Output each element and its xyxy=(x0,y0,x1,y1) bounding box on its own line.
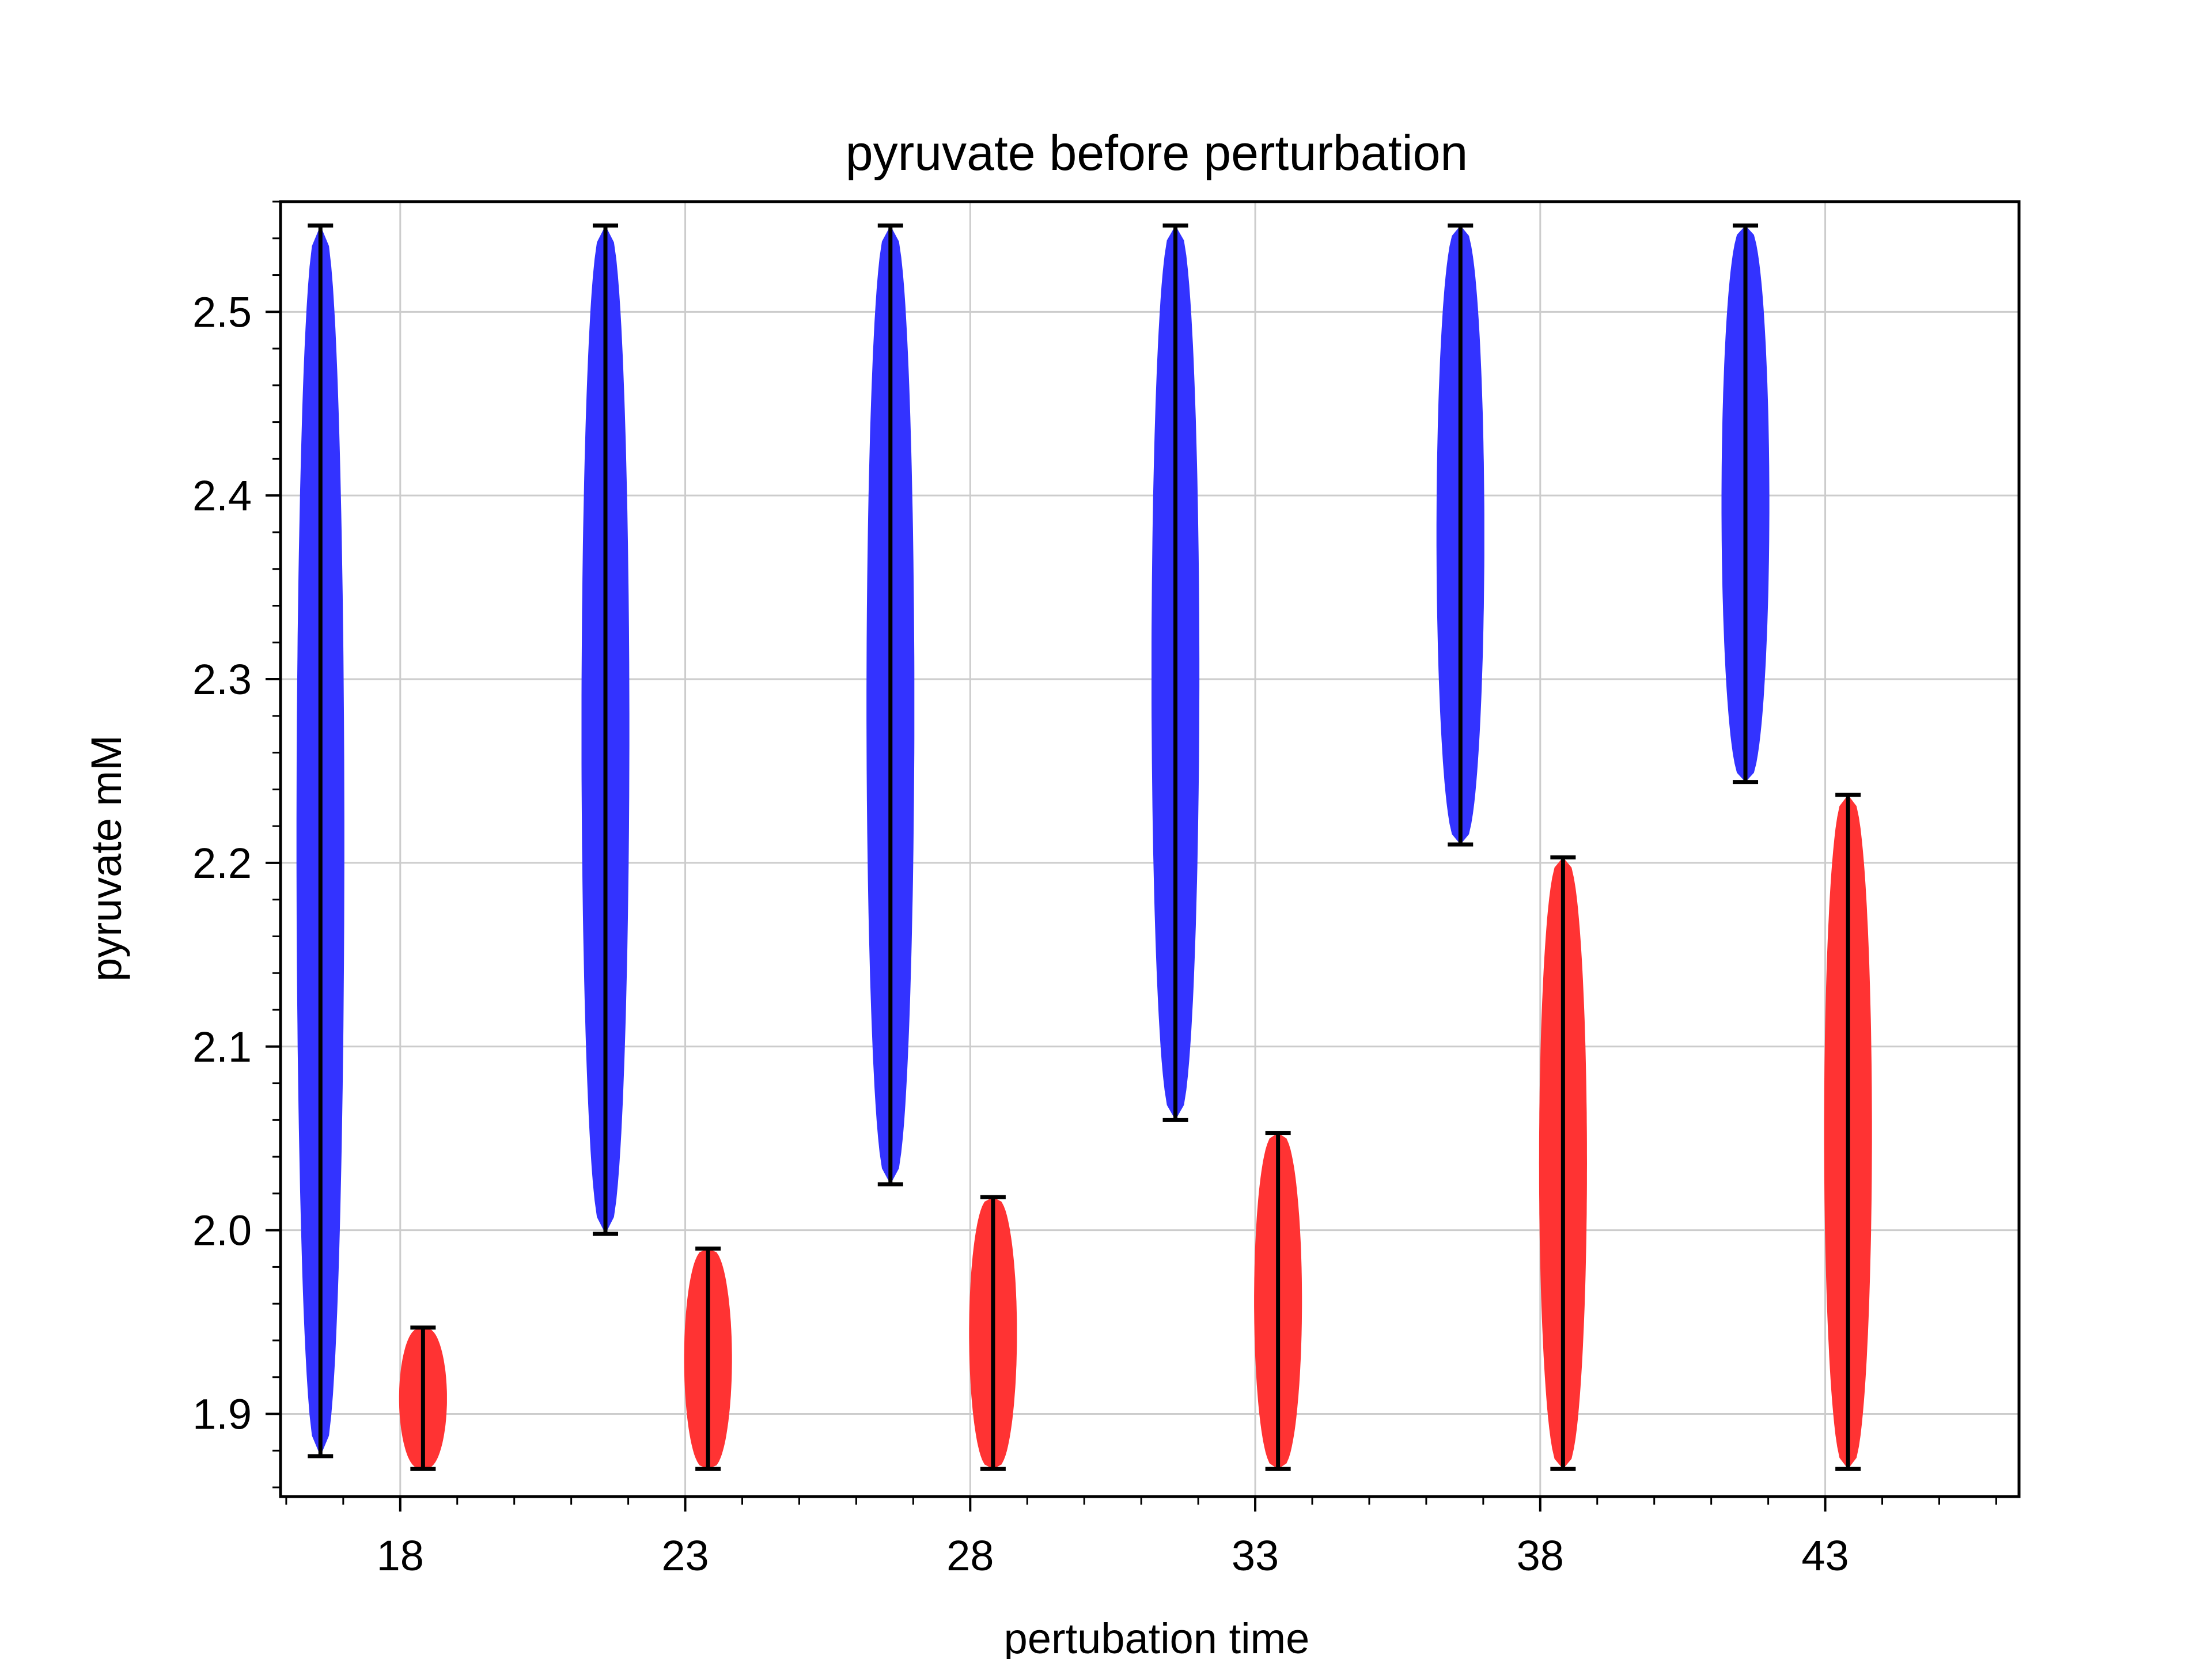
x-axis-label: pertubation time xyxy=(1004,1615,1310,1659)
ticks: 18 23 28 33 38 43 1.9 2.0 2.1 2.2 2.3 2.4 2.5 xyxy=(192,200,1997,1580)
y-tick-label: 2.4 xyxy=(192,472,252,520)
x-tick-label: 28 xyxy=(946,1532,994,1580)
x-tick-label: 18 xyxy=(377,1532,424,1580)
y-tick-label: 2.5 xyxy=(192,288,252,336)
y-tick-label: 1.9 xyxy=(192,1391,252,1438)
axes xyxy=(279,200,2021,1498)
y-tick-label: 2.3 xyxy=(192,656,252,703)
x-tick-label: 38 xyxy=(1517,1532,1564,1580)
y-tick-label: 2.0 xyxy=(192,1207,252,1255)
chart-title: pyruvate before perturbation xyxy=(846,126,1468,181)
violins xyxy=(296,223,1872,1471)
plot-frame xyxy=(279,200,2021,1498)
x-tick-label: 23 xyxy=(661,1532,709,1580)
x-tick-label: 43 xyxy=(1801,1532,1849,1580)
y-tick-label: 2.2 xyxy=(192,839,252,887)
y-tick-label: 2.1 xyxy=(192,1023,252,1071)
x-tick-label: 33 xyxy=(1232,1532,1279,1580)
y-axis-label: pyruvate mM xyxy=(82,735,130,982)
